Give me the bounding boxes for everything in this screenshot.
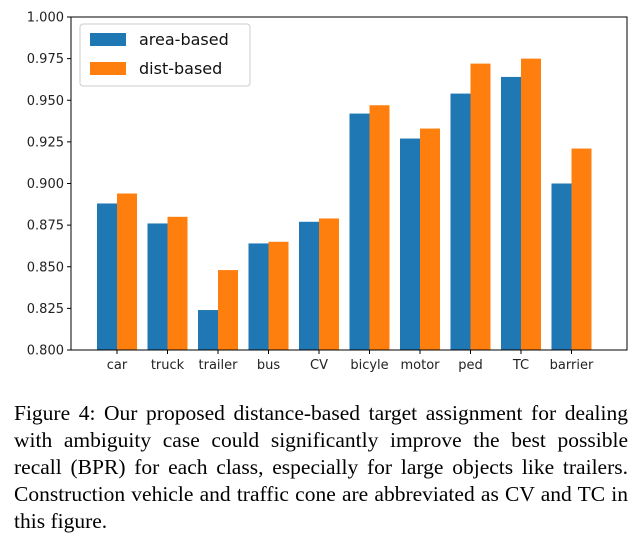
bar-area-based-barrier (551, 183, 572, 350)
legend-swatch-area-based (90, 33, 126, 46)
bar-dist-based-motor (420, 128, 440, 350)
bar-area-based-TC (501, 76, 521, 350)
bar-area-based-bicyle (349, 113, 370, 350)
y-tick-label: 0.975 (27, 52, 64, 67)
x-tick-label: trailer (199, 358, 239, 373)
x-tick-label: CV (310, 358, 328, 373)
bar-dist-based-TC (521, 58, 541, 350)
bar-dist-based-CV (319, 218, 339, 350)
bar-chart: car truck trailer bus CV bicyle motor ped TC barr… (27, 11, 628, 374)
y-tick-label: 0.950 (27, 94, 64, 109)
bar-dist-based-car (117, 193, 137, 350)
x-tick-label: truck (151, 358, 185, 373)
y-tick-label: 0.825 (27, 302, 64, 317)
x-tick-label: ped (458, 358, 483, 373)
x-tick-label: car (107, 358, 128, 373)
bar-dist-based-bicyle (369, 105, 390, 351)
bar-area-based-ped (450, 93, 471, 350)
legend-label-dist-based: dist-based (139, 59, 222, 78)
y-tick-label: 0.875 (27, 219, 64, 234)
bar-dist-based-bus (268, 241, 289, 350)
bar-area-based-truck (147, 223, 168, 350)
x-tick-label: TC (512, 358, 529, 373)
x-tick-label: bus (257, 358, 280, 373)
y-tick-label: 0.925 (27, 135, 64, 150)
bar-dist-based-truck (167, 216, 188, 350)
bar-dist-based-ped (470, 63, 491, 351)
bar-dist-based-barrier (571, 148, 592, 350)
bar-area-based-motor (400, 138, 420, 350)
y-tick-label: 0.800 (27, 344, 64, 359)
x-tick-label: bicyle (350, 358, 388, 373)
bar-area-based-trailer (198, 310, 218, 350)
y-tick-label: 0.900 (27, 177, 64, 192)
bar-dist-based-trailer (218, 270, 238, 350)
plot-frame (70, 16, 628, 351)
legend-swatch-dist-based (90, 62, 126, 75)
y-tick-label: 1.000 (27, 11, 64, 26)
ticks-group: car truck trailer bus CV bicyle motor ped TC barr… (27, 11, 594, 374)
x-tick-label: barrier (550, 358, 594, 373)
figure-caption: Figure 4: Our proposed distance-based ta… (14, 401, 628, 533)
legend-label-area-based: area-based (139, 30, 229, 49)
bar-area-based-car (97, 203, 117, 350)
legend: area-based dist-based (79, 23, 251, 87)
bar-area-based-bus (248, 243, 269, 350)
bar-area-based-CV (299, 221, 319, 350)
y-tick-label: 0.850 (27, 260, 64, 275)
x-tick-label: motor (400, 358, 440, 373)
bars-group (97, 58, 592, 351)
